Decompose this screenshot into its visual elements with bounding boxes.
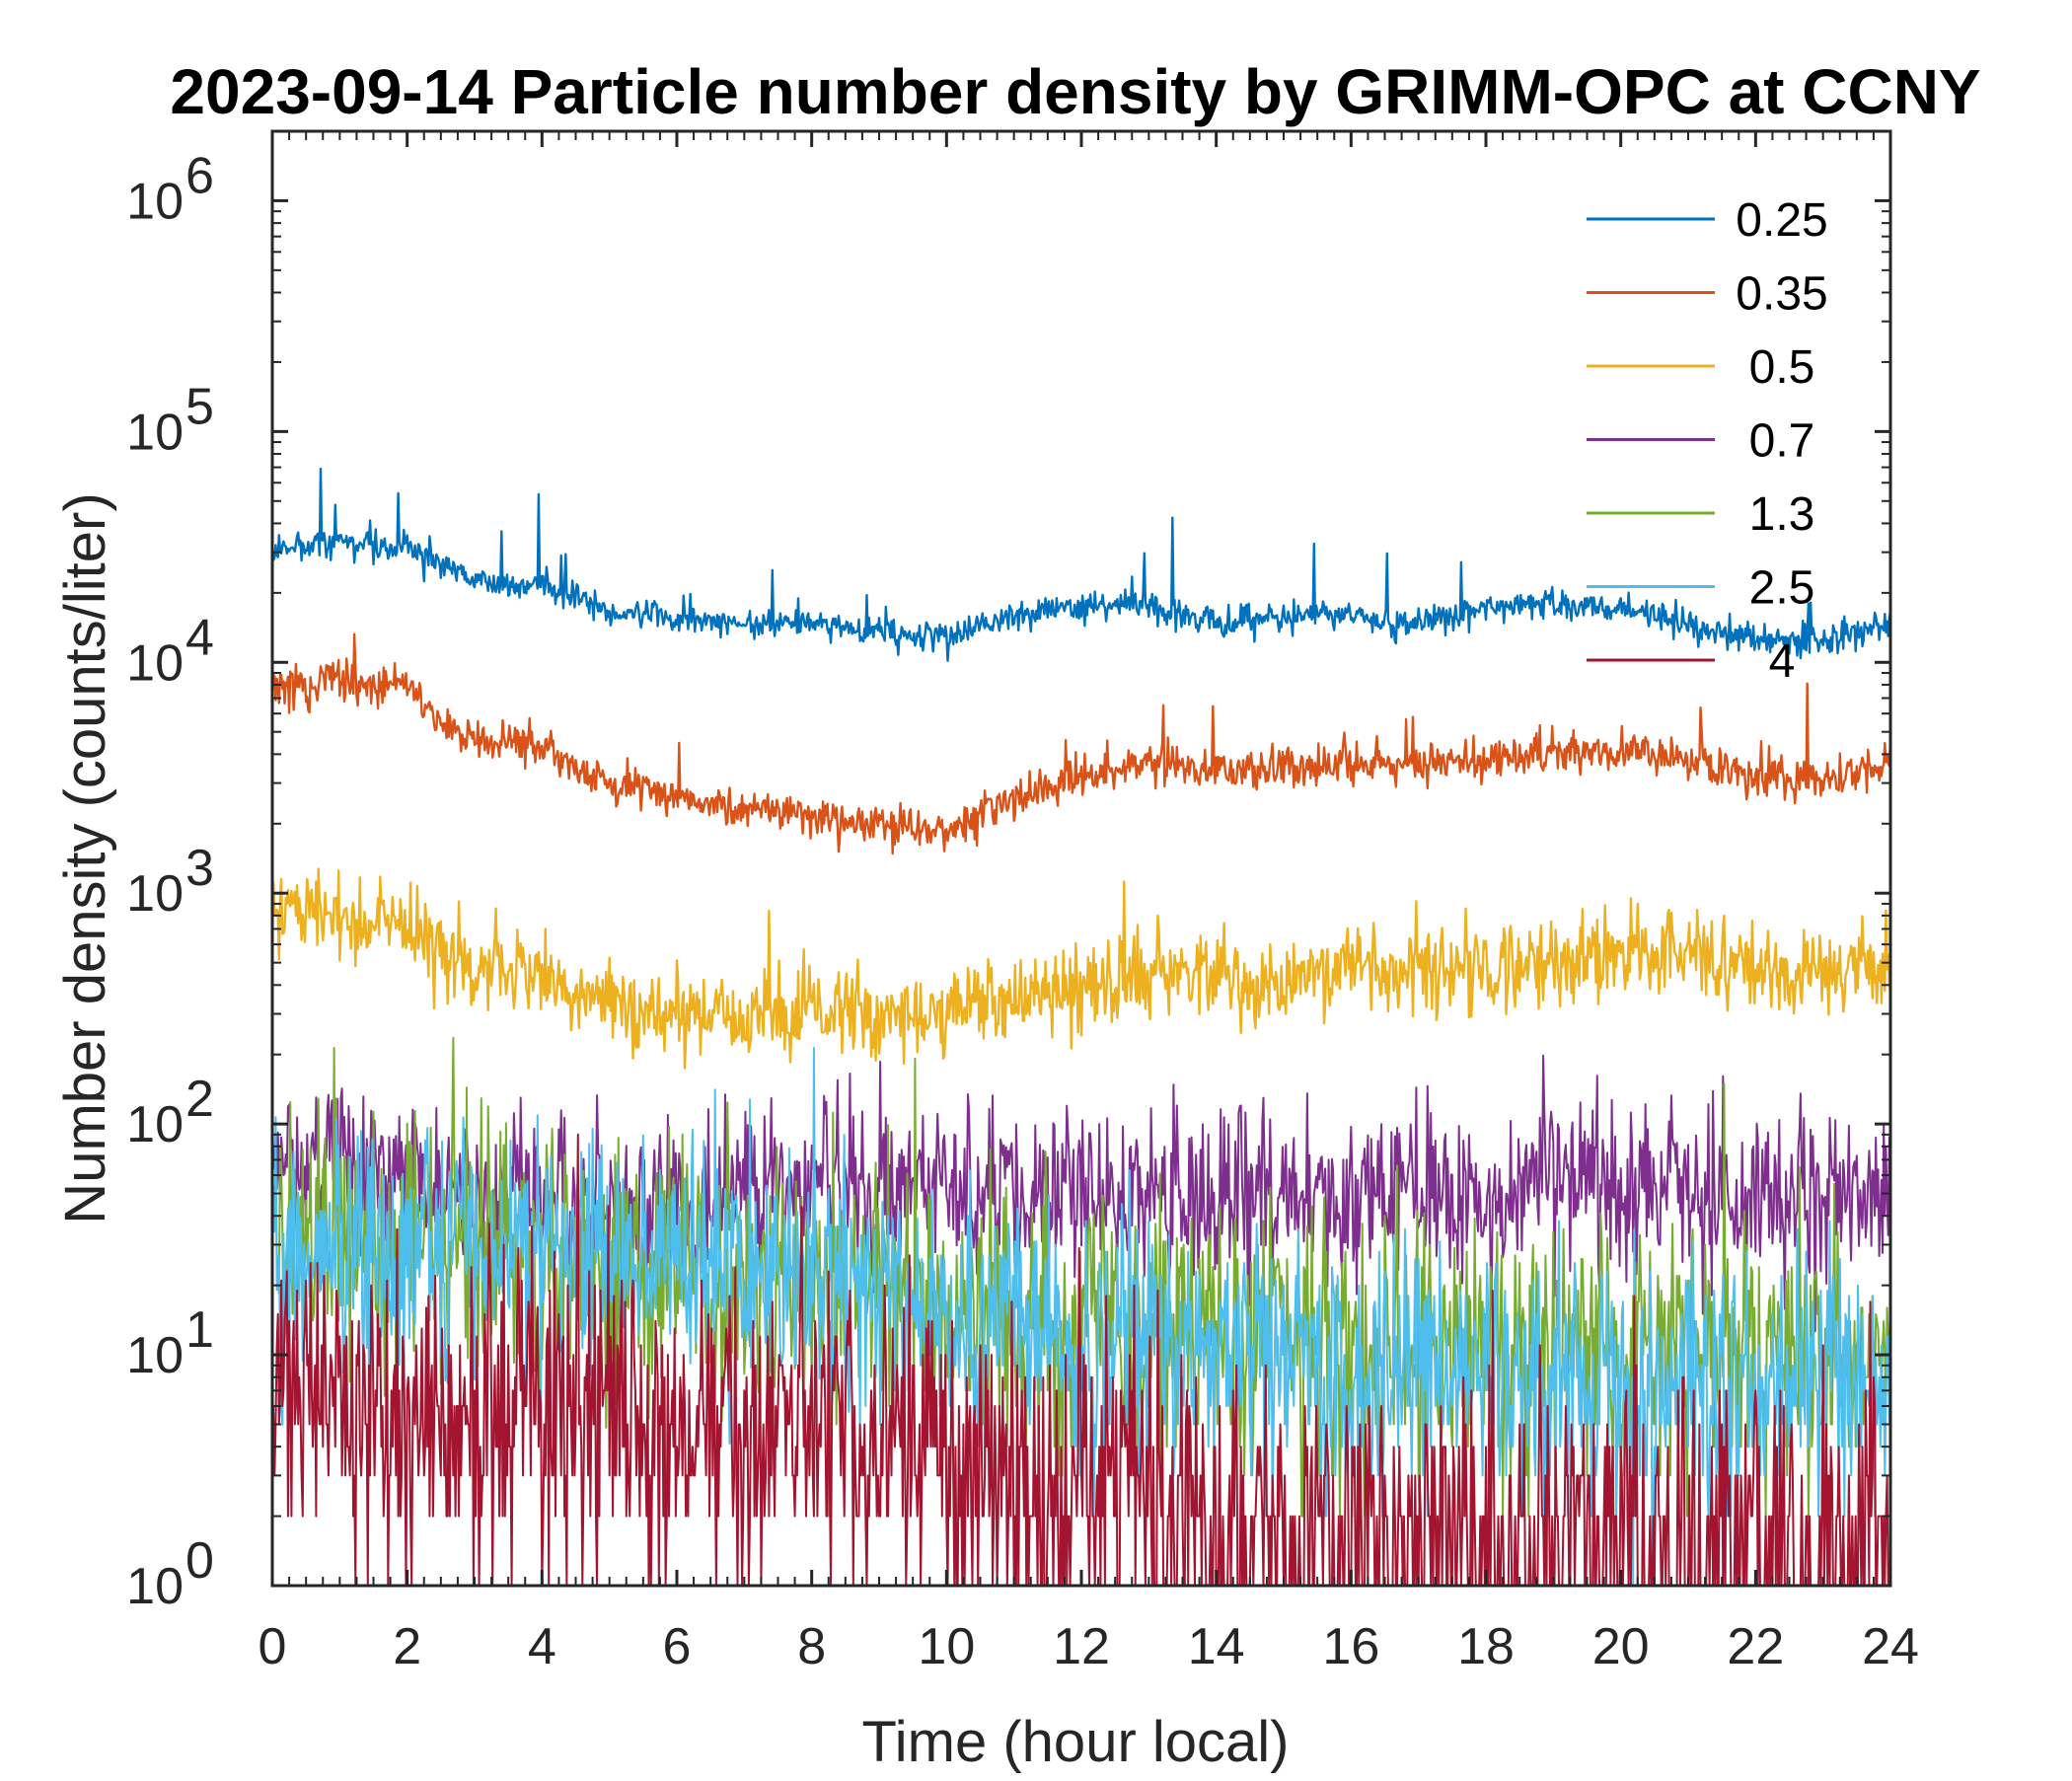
y-tick-label: 10 — [126, 173, 184, 230]
y-tick-exponent: 0 — [185, 1532, 214, 1590]
series-line-0-35 — [270, 632, 1892, 855]
y-tick-exponent: 3 — [185, 840, 214, 897]
legend-label-2-5: 2.5 — [1749, 562, 1815, 615]
y-tick-exponent: 1 — [185, 1301, 214, 1359]
y-tick-label: 10 — [126, 404, 184, 461]
series-line-0-25 — [270, 467, 1892, 662]
x-tick-label: 16 — [1322, 1618, 1379, 1675]
y-tick-base: 10 — [126, 1558, 184, 1615]
y-tick-exponent: 2 — [185, 1071, 214, 1128]
y-tick-base: 10 — [126, 634, 184, 692]
legend-label-0-25: 0.25 — [1736, 194, 1827, 247]
x-tick-label: 4 — [528, 1618, 556, 1675]
y-tick-base: 10 — [126, 404, 184, 461]
x-tick-label: 14 — [1188, 1618, 1245, 1675]
y-tick-label: 10 — [126, 865, 184, 923]
legend: 0.25 0.35 0.5 0.7 1.3 2.5 4 — [1587, 194, 1828, 688]
y-tick-label: 10 — [126, 1327, 184, 1384]
y-tick-base: 10 — [126, 865, 184, 923]
y-tick-base: 10 — [126, 1096, 184, 1153]
x-tick-label: 10 — [918, 1618, 975, 1675]
x-tick-label: 24 — [1862, 1618, 1919, 1675]
series-layer — [270, 467, 1892, 1587]
x-tick-label: 12 — [1053, 1618, 1110, 1675]
y-tick-base: 10 — [126, 1327, 184, 1384]
legend-label-0-7: 0.7 — [1749, 415, 1815, 468]
y-tick-label: 10 — [126, 1096, 184, 1153]
y-tick-exponent: 5 — [185, 378, 214, 435]
y-tick-exponent: 4 — [185, 609, 214, 666]
legend-label-0-5: 0.5 — [1749, 341, 1815, 394]
x-tick-label: 22 — [1727, 1618, 1784, 1675]
y-tick-label: 10 — [126, 1558, 184, 1615]
y-axis-label: Number density (counts/liter) — [53, 492, 117, 1224]
series-line-0-5 — [270, 867, 1892, 1070]
x-tick-label: 6 — [663, 1618, 692, 1675]
x-tick-label: 0 — [259, 1618, 287, 1675]
legend-label-1-3: 1.3 — [1749, 488, 1815, 541]
legend-label-0-35: 0.35 — [1736, 268, 1827, 321]
x-tick-label: 8 — [797, 1618, 826, 1675]
x-tick-label: 18 — [1457, 1618, 1515, 1675]
x-tick-label: 20 — [1592, 1618, 1650, 1675]
x-tick-label: 2 — [393, 1618, 421, 1675]
y-tick-label: 10 — [126, 634, 184, 692]
y-tick-base: 10 — [126, 173, 184, 230]
chart-title: 2023-09-14 Particle number density by GR… — [170, 56, 1980, 127]
legend-label-4: 4 — [1769, 635, 1796, 688]
x-axis-label: Time (hour local) — [862, 1710, 1290, 1774]
y-tick-exponent: 6 — [185, 147, 214, 204]
